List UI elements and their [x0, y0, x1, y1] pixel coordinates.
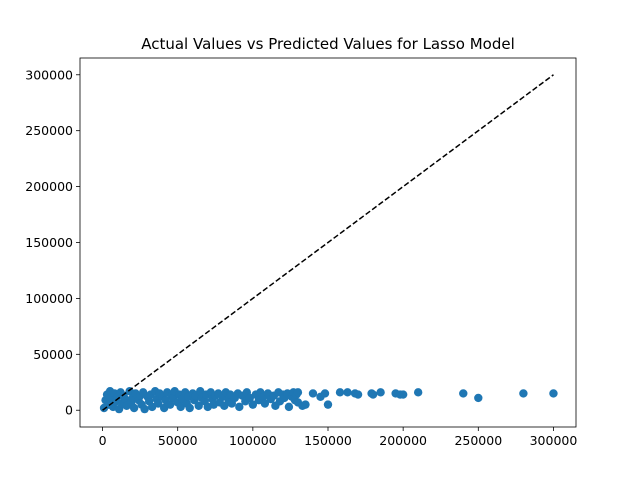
data-point: [474, 393, 483, 403]
y-tick-label: 150000: [25, 235, 73, 250]
data-point: [235, 402, 244, 412]
data-point: [413, 388, 423, 397]
y-axis-ticks: 0 50000 100000 150000 200000 250000 300000: [25, 67, 80, 418]
data-point: [220, 401, 229, 410]
data-point: [194, 401, 203, 410]
chart-title: Actual Values vs Predicted Values for La…: [141, 35, 515, 53]
data-point: [549, 389, 558, 398]
y-tick-label: 50000: [33, 347, 73, 362]
y-tick-label: 0: [65, 403, 73, 418]
data-point: [353, 390, 363, 399]
data-point: [185, 403, 194, 413]
data-point: [293, 388, 303, 397]
y-tick-label: 100000: [25, 291, 73, 306]
y-tick-label: 250000: [25, 123, 73, 138]
y-tick-label: 200000: [25, 179, 73, 194]
data-point: [260, 399, 270, 408]
reference-line: [102, 74, 554, 411]
data-point: [320, 389, 330, 398]
data-point: [335, 388, 345, 397]
x-tick-label: 50000: [158, 433, 198, 448]
x-tick-label: 250000: [454, 433, 502, 448]
data-point: [301, 400, 310, 409]
data-point: [343, 388, 352, 397]
x-axis-ticks: 0 50000 100000 150000 200000 250000 300000: [99, 427, 578, 448]
data-point: [398, 390, 408, 399]
x-tick-label: 200000: [379, 433, 427, 448]
data-point: [284, 402, 294, 412]
x-tick-label: 0: [99, 433, 107, 448]
plot-frame: [79, 57, 577, 428]
data-point: [368, 390, 378, 399]
data-point: [248, 400, 258, 409]
y-tick-label: 300000: [25, 67, 73, 82]
data-point: [459, 389, 468, 398]
data-point: [129, 403, 139, 413]
data-point: [519, 389, 528, 398]
data-point: [140, 404, 149, 414]
data-point: [153, 399, 163, 408]
data-point: [308, 389, 318, 398]
data-point: [165, 400, 175, 409]
data-point: [376, 388, 385, 397]
x-tick-label: 300000: [530, 433, 578, 448]
points-layer: [99, 387, 558, 414]
x-tick-label: 150000: [304, 433, 352, 448]
x-tick-label: 100000: [229, 433, 277, 448]
data-point: [323, 400, 333, 409]
